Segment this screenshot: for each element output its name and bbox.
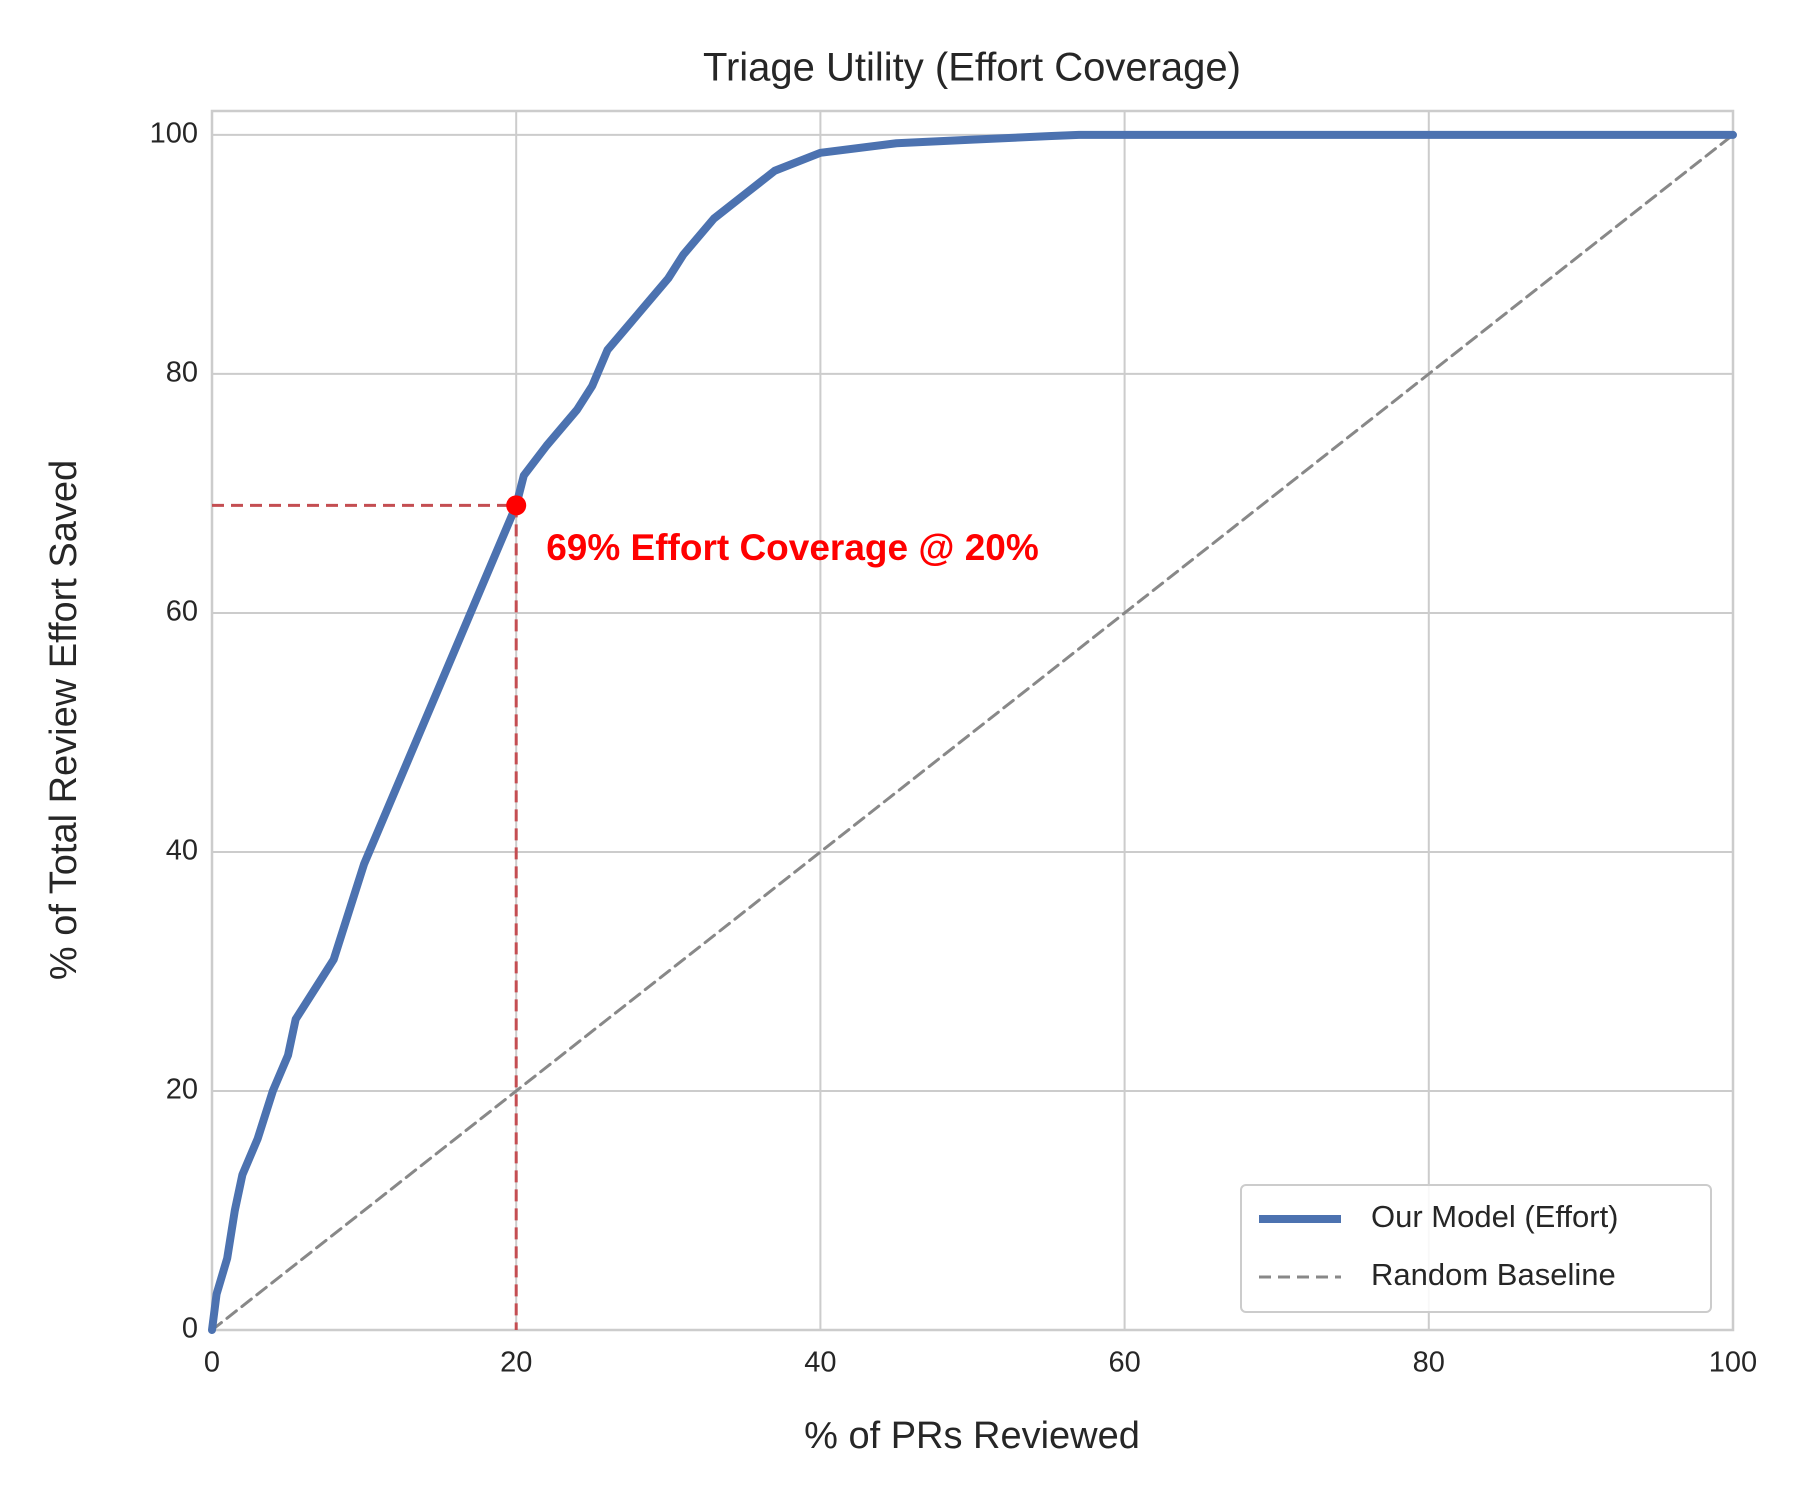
y-tick-label: 80 bbox=[166, 357, 198, 389]
legend-box bbox=[1240, 1184, 1712, 1313]
x-tick-label: 100 bbox=[1709, 1347, 1757, 1379]
annotation-point bbox=[506, 495, 527, 516]
x-tick-label: 20 bbox=[500, 1347, 532, 1379]
y-tick-label: 40 bbox=[166, 835, 198, 867]
plot-frame bbox=[210, 109, 1735, 1332]
x-tick-label: 0 bbox=[204, 1347, 220, 1379]
y-tick-label: 60 bbox=[166, 596, 198, 628]
x-axis-label: % of PRs Reviewed bbox=[804, 1415, 1140, 1457]
y-axis-label: % of Total Review Effort Saved bbox=[43, 460, 85, 980]
y-tick-label: 100 bbox=[150, 118, 198, 150]
legend-label: Our Model (Effort) bbox=[1371, 1199, 1619, 1234]
y-tick-label: 0 bbox=[182, 1313, 198, 1345]
y-tick-label: 20 bbox=[166, 1074, 198, 1106]
x-tick-label: 80 bbox=[1413, 1347, 1445, 1379]
x-tick-label: 60 bbox=[1108, 1347, 1140, 1379]
x-tick-label: 40 bbox=[804, 1347, 836, 1379]
line bbox=[208, 130, 1737, 1334]
line bbox=[210, 133, 1735, 1332]
chart-title: Triage Utility (Effort Coverage) bbox=[703, 46, 1241, 90]
annotation-text: 69% Effort Coverage @ 20% bbox=[546, 527, 1039, 568]
legend-label: Random Baseline bbox=[1371, 1257, 1616, 1292]
